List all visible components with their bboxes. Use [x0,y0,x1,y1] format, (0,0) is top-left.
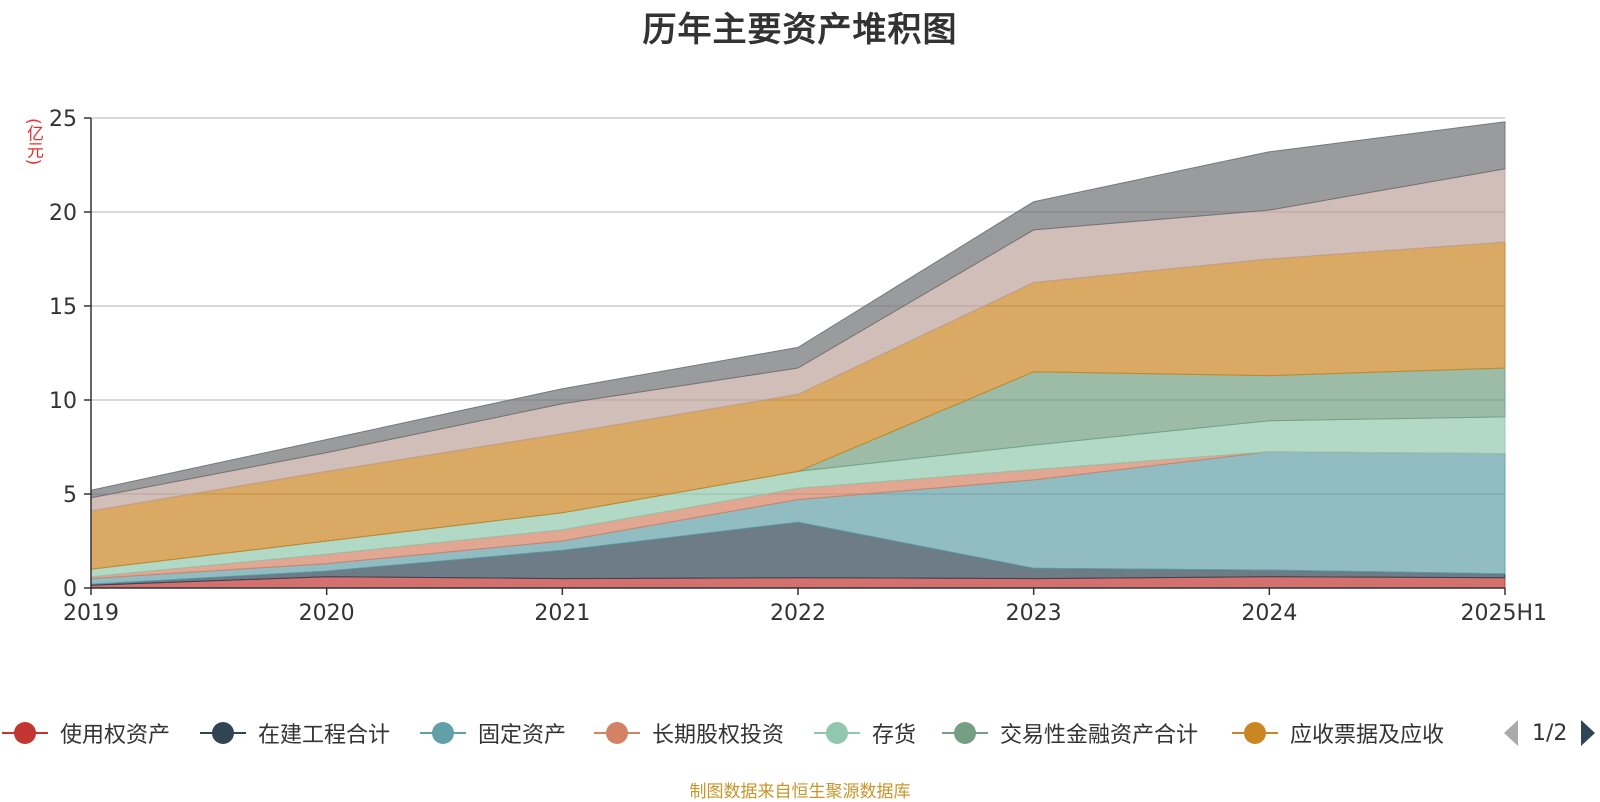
legend-label: 在建工程合计 [258,723,391,748]
legend-item[interactable]: 应收票据及应收 [1230,716,1444,750]
legend-item[interactable]: 使用权资产 [0,716,170,750]
legend-label: 长期股权投资 [652,723,785,748]
x-tick-label: 2022 [770,601,826,626]
data-source-note: 制图数据来自恒生聚源数据库 [689,782,911,802]
series-areas [90,121,1506,589]
legend-marker-icon [2,722,48,744]
legend-item[interactable]: 交易性金融资产合计 [940,716,1198,750]
y-axis-label: (亿元) [23,118,43,166]
legend-label: 使用权资产 [60,723,171,748]
legend-label: 固定资产 [478,723,567,748]
stacked-area-chart: 0 5 10 15 20 25 2019 2020 2021 2022 2023 2024 2025H1 [49,107,1547,626]
legend-marker-icon [200,722,246,744]
legend-item[interactable]: 在建工程合计 [198,716,390,750]
legend-marker-icon [1232,722,1278,744]
legend: 使用权资产 在建工程合计 固定资产 长期股权投资 存货 交易性金融资产合计 应收票据及应收 [0,716,1600,750]
chart-title: 历年主要资产堆积图 [642,10,958,50]
y-tick-label: 25 [49,107,77,132]
area-series-8 [90,121,1506,499]
legend-marker-icon [814,722,860,744]
y-tick-label: 20 [49,201,77,226]
x-tick-label: 2021 [534,601,590,626]
legend-label: 存货 [872,723,917,748]
legend-marker-icon [420,722,466,744]
x-tick-label: 2023 [1006,601,1062,626]
x-tick-label: 2024 [1241,601,1297,626]
y-tick-label: 10 [49,389,77,414]
legend-page-indicator: 1/2 [1532,720,1568,746]
legend-label: 应收票据及应收 [1290,723,1445,748]
y-tick-label: 5 [63,483,77,508]
prev-page-icon[interactable] [1500,718,1522,748]
legend-item[interactable]: 存货 [812,716,916,750]
axes: 0 5 10 15 20 25 2019 2020 2021 2022 2023 2024 2025H1 [49,107,1547,626]
legend-item[interactable]: 固定资产 [418,716,566,750]
legend-item[interactable]: 长期股权投资 [592,716,784,750]
legend-marker-icon [942,722,988,744]
x-tick-label: 2020 [299,601,355,626]
y-tick-label: 15 [49,295,77,320]
x-tick-label: 2019 [63,601,119,626]
next-page-icon[interactable] [1577,718,1599,748]
legend-label: 交易性金融资产合计 [1000,723,1199,748]
area-series-0 [90,576,1506,589]
legend-pager: 1/2 [1500,716,1599,750]
y-tick-label: 0 [63,577,77,602]
x-tick-label: 2025H1 [1460,601,1547,626]
legend-marker-icon [594,722,640,744]
